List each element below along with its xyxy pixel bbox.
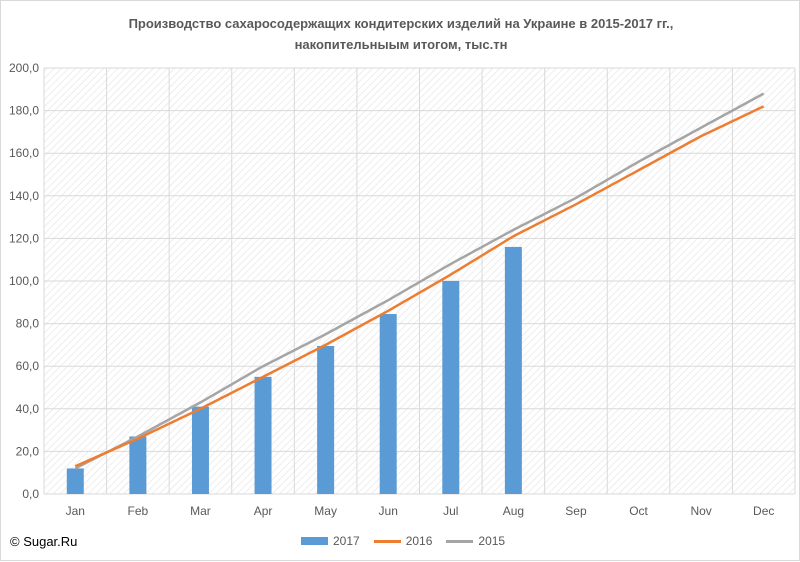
line-2015 xyxy=(74,92,765,470)
y-tick-label: 40,0 xyxy=(16,402,40,416)
y-tick-label: 120,0 xyxy=(9,231,39,245)
legend-item-2017: 2017 xyxy=(301,534,360,548)
bar-2017 xyxy=(129,436,147,494)
y-tick-label: 200,0 xyxy=(9,61,39,75)
legend: 2017 2016 2015 xyxy=(301,534,505,548)
x-tick-label: Aug xyxy=(503,504,524,518)
legend-label-2017: 2017 xyxy=(333,534,360,548)
x-tick-label: Feb xyxy=(128,504,149,518)
x-tick-label: Jun xyxy=(379,504,398,518)
legend-swatch-2015 xyxy=(446,539,474,543)
x-tick-label: Sep xyxy=(565,504,587,518)
line-2016 xyxy=(74,105,765,468)
bar-2017 xyxy=(254,376,272,494)
legend-swatch-2016 xyxy=(373,539,401,543)
legend-item-2016: 2016 xyxy=(373,534,433,548)
bar-2017 xyxy=(317,345,335,494)
legend-swatch-2017 xyxy=(301,537,328,545)
chart-title-line1: Производство сахаросодержащих кондитерск… xyxy=(128,16,674,31)
copyright: © Sugar.Ru xyxy=(10,534,78,549)
x-tick-label: Dec xyxy=(753,504,774,518)
x-tick-label: Nov xyxy=(690,504,711,518)
bar-2017 xyxy=(66,468,84,494)
y-tick-label: 80,0 xyxy=(16,317,40,331)
y-tick-label: 60,0 xyxy=(16,359,40,373)
x-tick-label: Jul xyxy=(443,504,458,518)
legend-label-2016: 2016 xyxy=(405,534,433,548)
y-tick-label: 0,0 xyxy=(22,487,39,501)
x-tick-label: Jan xyxy=(66,504,85,518)
x-tick-label: Apr xyxy=(254,504,273,518)
chart-title: Производство сахаросодержащих кондитерск… xyxy=(1,13,800,55)
x-tick-label: Mar xyxy=(190,504,211,518)
y-tick-label: 180,0 xyxy=(9,104,39,118)
legend-label-2015: 2015 xyxy=(478,534,506,548)
y-tick-label: 140,0 xyxy=(9,189,39,203)
bar-2017 xyxy=(504,246,522,494)
bar-2017 xyxy=(379,314,397,494)
y-tick-label: 160,0 xyxy=(9,146,39,160)
y-tick-label: 100,0 xyxy=(9,274,39,288)
chart-title-line2: накопительныым итогом, тыс.тн xyxy=(294,37,508,52)
legend-item-2015: 2015 xyxy=(446,534,505,548)
x-tick-label: May xyxy=(314,504,337,518)
bar-2017 xyxy=(442,281,460,494)
bar-2017 xyxy=(191,406,209,494)
y-tick-label: 20,0 xyxy=(16,444,40,458)
x-tick-label: Oct xyxy=(629,504,648,518)
